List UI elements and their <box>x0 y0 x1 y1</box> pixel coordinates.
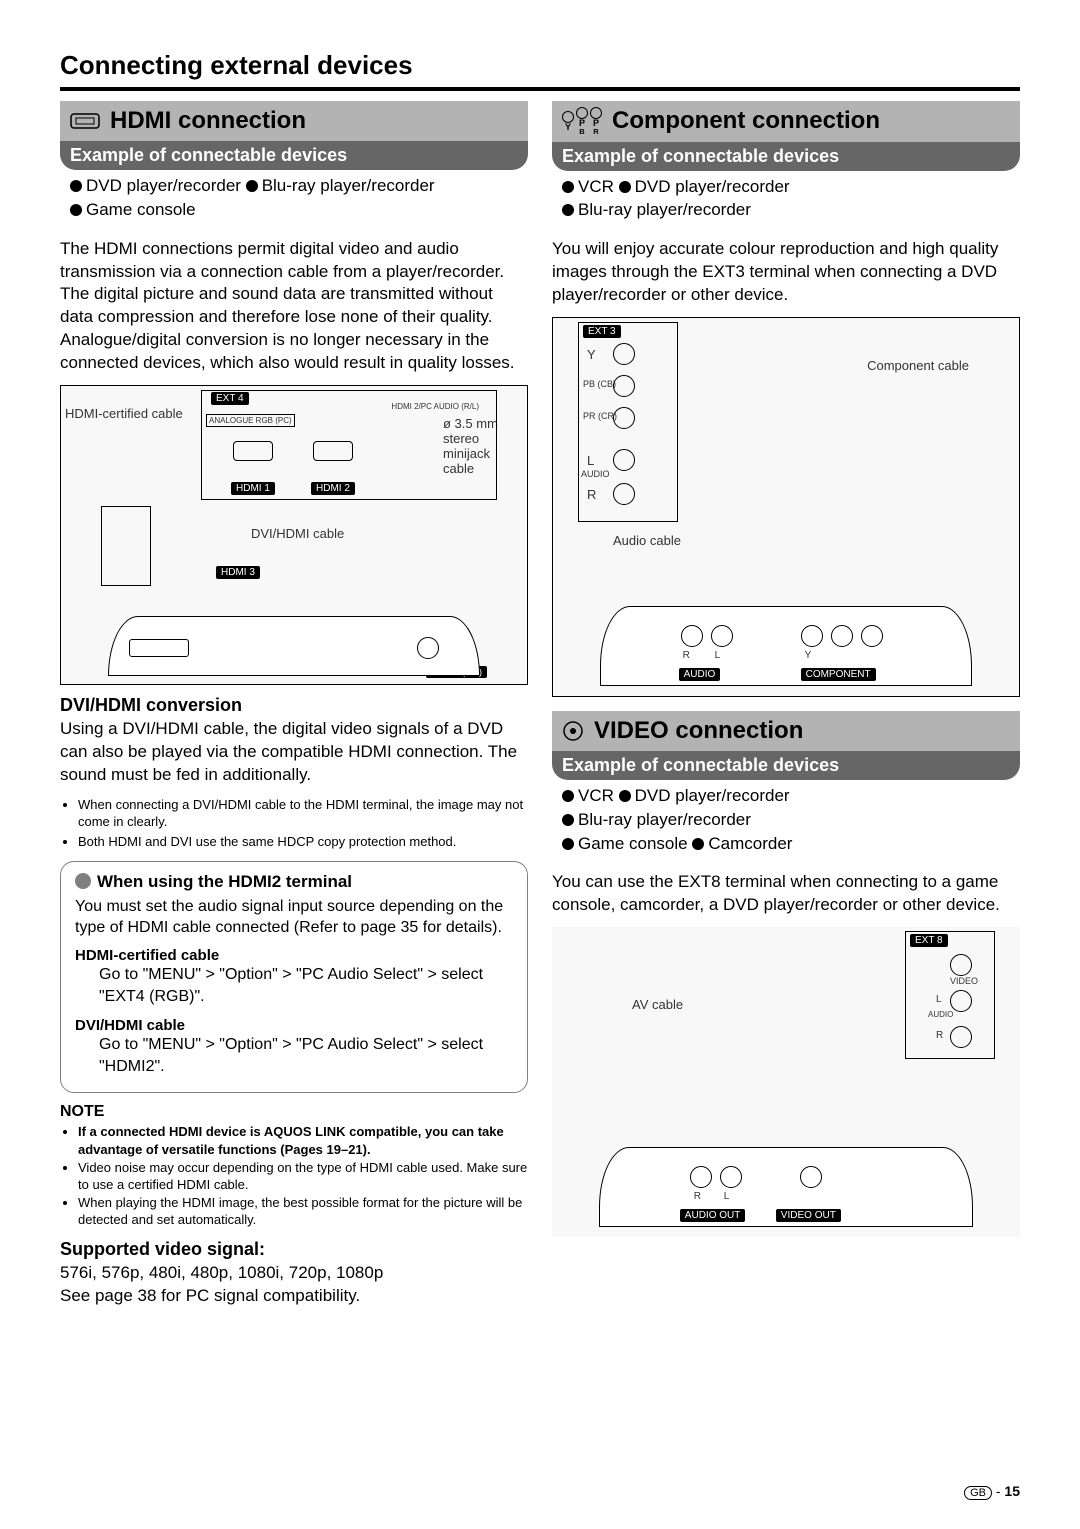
hdmi-device-list: DVD player/recorder Blu-ray player/recor… <box>60 170 528 232</box>
hdmi-cert-cable-label: HDMI-certified cable <box>75 947 513 964</box>
label-video-port: VIDEO <box>950 976 978 986</box>
label-audio-out: AUDIO OUT <box>680 1209 746 1222</box>
dvi-bullet-1: Both HDMI and DVI use the same HDCP copy… <box>78 834 528 851</box>
component-device-list: VCR DVD player/recorder Blu-ray player/r… <box>552 171 1020 233</box>
video-header-text: VIDEO connection <box>594 717 803 745</box>
video-device-list: VCR DVD player/recorder Blu-ray player/r… <box>552 780 1020 865</box>
label-r-v: R <box>936 1030 943 1041</box>
label-hdmi3: HDMI 3 <box>216 566 260 579</box>
component-device-1: DVD player/recorder <box>635 177 790 196</box>
video-diagram: EXT 8 VIDEO L AUDIO R AV cable R L AUDIO… <box>552 927 1020 1237</box>
bullet-icon <box>562 814 574 826</box>
right-column: Y PB PR Component connection Example of … <box>552 101 1020 1308</box>
bullet-icon <box>619 181 631 193</box>
label-audio: AUDIO <box>581 469 610 479</box>
dvi-bullet-list: When connecting a DVI/HDMI cable to the … <box>60 797 528 851</box>
supported-signal-list: 576i, 576p, 480i, 480p, 1080i, 720p, 108… <box>60 1262 528 1285</box>
hdmi2-box-title: When using the HDMI2 terminal <box>75 872 513 892</box>
label-bottom-audio: AUDIO <box>679 668 721 681</box>
hdmi-section-header: HDMI connection <box>60 101 528 141</box>
video-device-4: Camcorder <box>708 834 792 853</box>
dvi-hdmi-cable-label: DVI/HDMI cable <box>75 1017 513 1034</box>
video-example-heading: Example of connectable devices <box>552 751 1020 780</box>
bullet-icon <box>692 838 704 850</box>
video-device-0: VCR <box>578 786 614 805</box>
label-pr: PR (CR) <box>583 411 617 421</box>
label-audio-v: AUDIO <box>928 1010 953 1019</box>
note-2: When playing the HDMI image, the best po… <box>78 1194 528 1229</box>
hdmi-device-0: DVD player/recorder <box>86 176 241 195</box>
hdmi-device-1: Blu-ray player/recorder <box>262 176 435 195</box>
video-section-header: VIDEO connection <box>552 711 1020 751</box>
page-title: Connecting external devices <box>60 50 1020 81</box>
video-device-3: Game console <box>578 834 688 853</box>
note-heading: NOTE <box>60 1103 528 1121</box>
label-dvihdmi-cable: DVI/HDMI cable <box>251 526 344 541</box>
label-l-v: L <box>936 994 942 1005</box>
dot-icon <box>75 873 91 889</box>
label-audio-cable: Audio cable <box>613 533 681 548</box>
hdmi-example-heading: Example of connectable devices <box>60 141 528 170</box>
hdmi-intro-text: The HDMI connections permit digital vide… <box>60 238 528 376</box>
hdmi-diagram: HDMI-certified cable EXT 4 ANALOGUE RGB … <box>60 385 528 685</box>
supported-signal-ref: See page 38 for PC signal compatibility. <box>60 1285 528 1308</box>
bullet-icon <box>562 204 574 216</box>
hdmi2-terminal-box: When using the HDMI2 terminal You must s… <box>60 861 528 1094</box>
note-1: Video noise may occur depending on the t… <box>78 1159 528 1194</box>
note-list: If a connected HDMI device is AQUOS LINK… <box>60 1123 528 1228</box>
component-intro-text: You will enjoy accurate colour reproduct… <box>552 238 1020 307</box>
component-header-text: Component connection <box>612 107 880 135</box>
label-component-cable: Component cable <box>867 358 969 373</box>
hdmi2-intro: You must set the audio signal input sour… <box>75 896 513 939</box>
hdmi-header-text: HDMI connection <box>110 107 306 135</box>
hdmi-cert-cable-path: Go to "MENU" > "Option" > "PC Audio Sele… <box>75 964 513 1009</box>
bullet-icon <box>246 180 258 192</box>
label-ext8: EXT 8 <box>910 934 948 947</box>
footer-region: GB <box>964 1486 992 1500</box>
bullet-icon <box>562 790 574 802</box>
label-r: R <box>587 487 596 502</box>
component-example-heading: Example of connectable devices <box>552 142 1020 171</box>
component-device-0: VCR <box>578 177 614 196</box>
label-l: L <box>587 453 594 468</box>
hdmi-device-2: Game console <box>86 200 196 219</box>
video-port-icon <box>562 720 584 742</box>
bullet-icon <box>562 181 574 193</box>
bullet-icon <box>562 838 574 850</box>
label-video-out: VIDEO OUT <box>776 1209 841 1222</box>
video-device-1: DVD player/recorder <box>635 786 790 805</box>
component-ports-icon: Y PB PR <box>562 107 602 136</box>
component-diagram: EXT 3 Y PB (CB) PR (CR) L AUDIO R Compon… <box>552 317 1020 697</box>
bullet-icon <box>619 790 631 802</box>
label-hdmi-cert-cable: HDMI-certified cable <box>65 406 183 421</box>
two-column-layout: HDMI connection Example of connectable d… <box>60 101 1020 1308</box>
video-device-2: Blu-ray player/recorder <box>578 810 751 829</box>
label-av-cable: AV cable <box>632 997 683 1012</box>
dvi-conversion-heading: DVI/HDMI conversion <box>60 695 528 716</box>
label-ext3: EXT 3 <box>583 325 621 338</box>
title-rule <box>60 87 1020 91</box>
hdmi2-title-text: When using the HDMI2 terminal <box>97 872 352 891</box>
dvi-hdmi-cable-path: Go to "MENU" > "Option" > "PC Audio Sele… <box>75 1034 513 1079</box>
component-device-2: Blu-ray player/recorder <box>578 200 751 219</box>
component-section-header: Y PB PR Component connection <box>552 101 1020 142</box>
bullet-icon <box>70 204 82 216</box>
label-pb: PB (CB) <box>583 379 616 389</box>
dvi-bullet-0: When connecting a DVI/HDMI cable to the … <box>78 797 528 831</box>
supported-signal-heading: Supported video signal: <box>60 1239 528 1260</box>
note-0: If a connected HDMI device is AQUOS LINK… <box>78 1123 528 1158</box>
label-bottom-component: COMPONENT <box>801 668 876 681</box>
bullet-icon <box>70 180 82 192</box>
left-column: HDMI connection Example of connectable d… <box>60 101 528 1308</box>
hdmi-port-icon <box>70 113 100 129</box>
video-intro-text: You can use the EXT8 terminal when conne… <box>552 871 1020 917</box>
footer-page-number: 15 <box>1004 1483 1020 1499</box>
dvi-conversion-text: Using a DVI/HDMI cable, the digital vide… <box>60 718 528 787</box>
page-footer: GB - 15 <box>964 1483 1020 1499</box>
label-y: Y <box>587 347 596 362</box>
